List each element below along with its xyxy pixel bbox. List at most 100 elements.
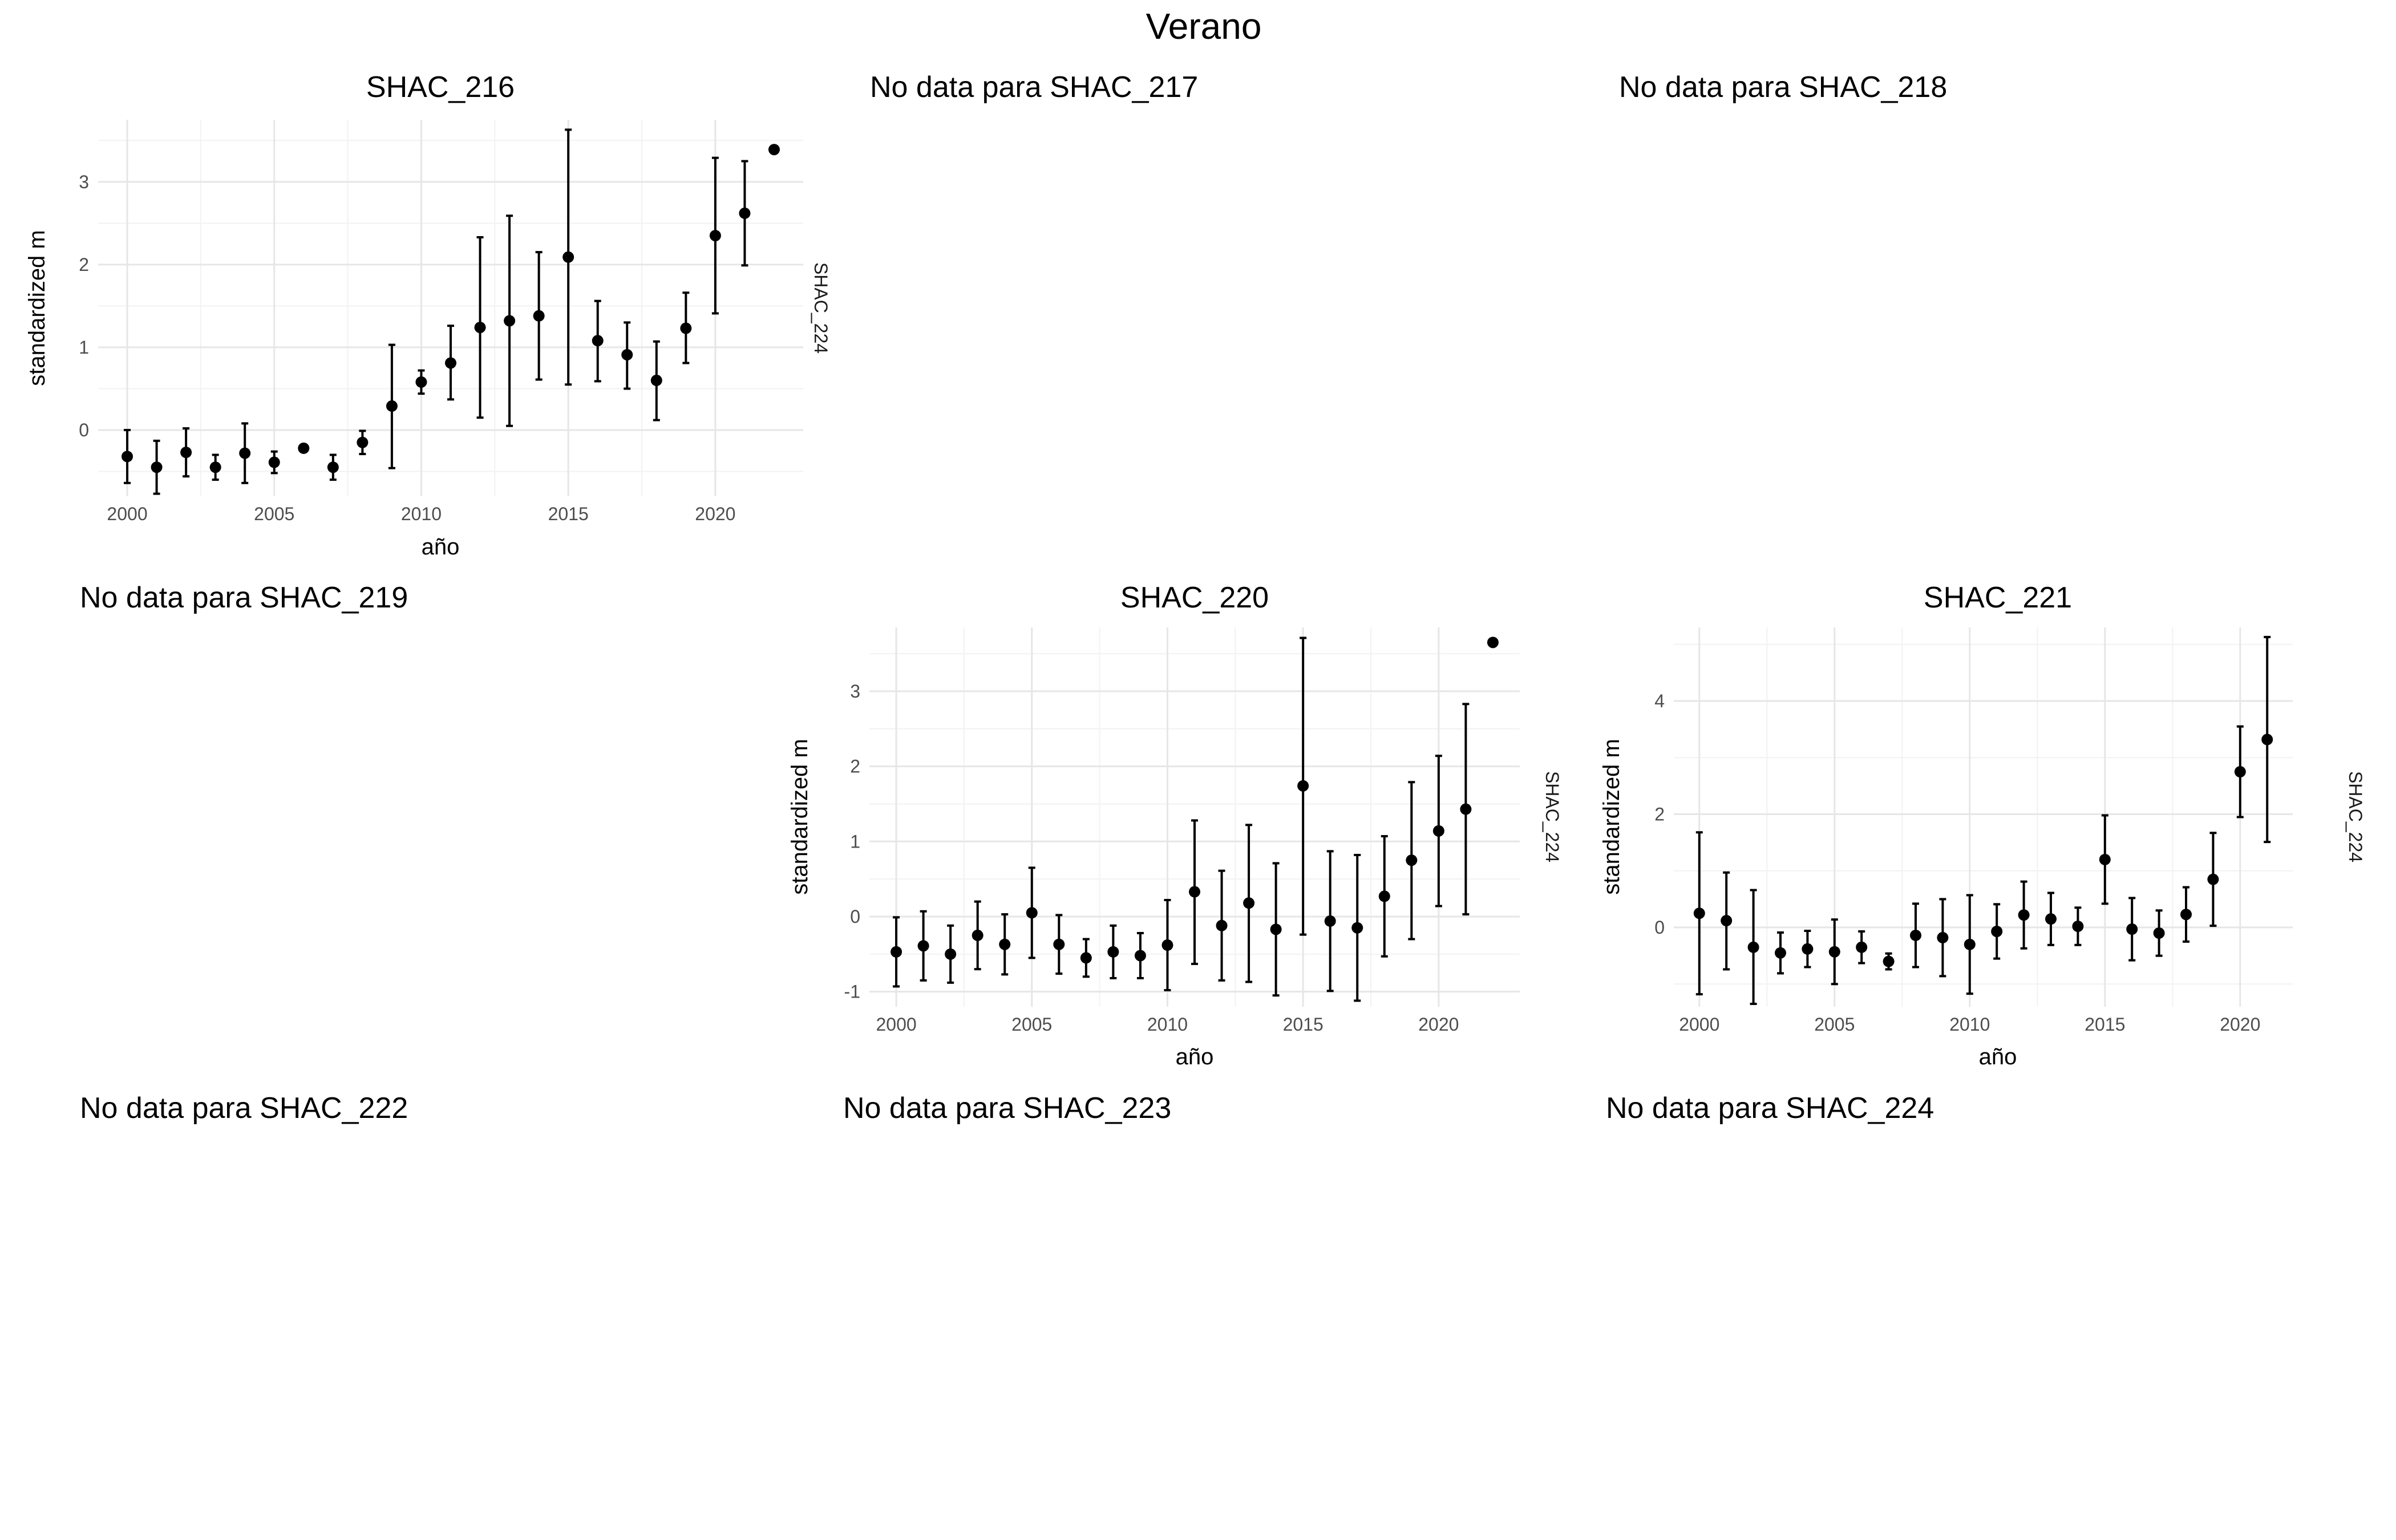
data-point bbox=[972, 929, 984, 941]
data-point bbox=[1053, 938, 1065, 950]
empty-panel-shac-224: No data para SHAC_224 bbox=[1606, 1092, 1934, 1125]
data-point bbox=[327, 461, 339, 473]
empty-panel-shac-222: No data para SHAC_222 bbox=[80, 1092, 408, 1125]
data-point bbox=[2234, 766, 2246, 778]
y-tick-label: 0 bbox=[1654, 917, 1665, 938]
y-tick-label: 2 bbox=[850, 756, 860, 777]
data-point bbox=[445, 357, 456, 369]
y-tick-label: 1 bbox=[79, 337, 89, 358]
data-point bbox=[917, 940, 929, 952]
x-axis-label: año bbox=[1176, 1044, 1214, 1069]
data-point bbox=[1134, 950, 1146, 962]
x-tick-label: 2020 bbox=[695, 504, 735, 524]
plot-area: 2000 2005 2010 2015 2020 -1 0 1 2 3 bbox=[844, 627, 1520, 1035]
x-tick-label: 2005 bbox=[1011, 1014, 1052, 1035]
plot-area: 2000 2005 2010 2015 2020 0 1 2 3 bbox=[79, 120, 803, 524]
data-point bbox=[621, 348, 633, 360]
data-point bbox=[1189, 886, 1200, 898]
data-point bbox=[533, 310, 545, 322]
x-tick-label: 2005 bbox=[254, 504, 294, 524]
data-point bbox=[1351, 922, 1363, 934]
data-point bbox=[386, 400, 398, 412]
data-point bbox=[2045, 913, 2057, 925]
data-point bbox=[1693, 907, 1705, 919]
data-point bbox=[1161, 939, 1173, 951]
data-point bbox=[2126, 923, 2138, 935]
x-tick-label: 2010 bbox=[1147, 1014, 1188, 1035]
data-point bbox=[2261, 733, 2273, 745]
data-point bbox=[151, 461, 163, 473]
data-point bbox=[1721, 915, 1733, 927]
y-tick-label: 0 bbox=[79, 420, 89, 440]
x-tick-label: 2020 bbox=[2220, 1014, 2260, 1035]
x-tick-label: 2015 bbox=[548, 504, 589, 524]
facet-strip-label: SHAC_224 bbox=[811, 262, 831, 354]
data-point bbox=[2153, 927, 2165, 939]
y-tick-label: 3 bbox=[850, 681, 860, 702]
data-point bbox=[209, 461, 221, 473]
data-point bbox=[1406, 854, 1418, 866]
data-point bbox=[1883, 955, 1895, 967]
y-axis-label: standardized m bbox=[25, 230, 50, 386]
y-tick-label: 1 bbox=[850, 831, 860, 852]
data-point bbox=[592, 335, 604, 347]
panel-title: SHAC_220 bbox=[1120, 581, 1269, 614]
data-point bbox=[298, 442, 310, 454]
data-point bbox=[650, 374, 662, 386]
data-point bbox=[1107, 946, 1119, 958]
figure-title: Verano bbox=[1146, 6, 1262, 47]
y-tick-label: 2 bbox=[79, 254, 89, 275]
x-tick-label: 2000 bbox=[107, 504, 147, 524]
data-point bbox=[415, 376, 427, 388]
plot-area: 2000 2005 2010 2015 2020 0 2 4 bbox=[1654, 627, 2293, 1035]
data-point bbox=[945, 948, 957, 960]
y-axis-label: standardized m bbox=[787, 739, 812, 894]
data-point bbox=[2180, 909, 2192, 921]
data-point bbox=[1909, 929, 1921, 941]
y-tick-label: 2 bbox=[1654, 804, 1665, 825]
data-point bbox=[562, 251, 574, 263]
y-tick-label: -1 bbox=[844, 982, 860, 1002]
data-point bbox=[1460, 803, 1472, 815]
data-point bbox=[474, 322, 486, 334]
y-tick-label: 4 bbox=[1654, 691, 1665, 711]
data-point bbox=[357, 436, 369, 448]
empty-panel-shac-218: No data para SHAC_218 bbox=[1619, 71, 1947, 104]
data-point bbox=[2072, 921, 2084, 933]
data-point bbox=[739, 207, 751, 219]
data-point bbox=[122, 451, 133, 463]
data-point bbox=[239, 447, 251, 459]
x-tick-label: 2020 bbox=[1418, 1014, 1459, 1035]
data-point bbox=[1432, 825, 1444, 837]
y-tick-label: 0 bbox=[850, 906, 860, 927]
data-point bbox=[1747, 941, 1759, 953]
y-axis-label: standardized m bbox=[1599, 739, 1624, 894]
x-tick-label: 2010 bbox=[401, 504, 442, 524]
data-point bbox=[268, 456, 280, 468]
data-point bbox=[1080, 952, 1092, 964]
data-point bbox=[1297, 780, 1309, 792]
data-point bbox=[2018, 909, 2030, 921]
facet-strip-label: SHAC_224 bbox=[1542, 771, 1563, 862]
data-point bbox=[1487, 637, 1499, 649]
data-point bbox=[1243, 897, 1255, 909]
data-point bbox=[180, 447, 192, 459]
x-tick-label: 2015 bbox=[1283, 1014, 1324, 1035]
data-point bbox=[2099, 853, 2111, 865]
data-point bbox=[999, 938, 1011, 950]
data-point bbox=[1856, 941, 1868, 953]
data-point bbox=[891, 946, 902, 958]
data-point bbox=[1774, 947, 1786, 959]
x-tick-label: 2005 bbox=[1814, 1014, 1855, 1035]
empty-panel-shac-223: No data para SHAC_223 bbox=[843, 1092, 1171, 1125]
data-point bbox=[1802, 943, 1814, 955]
data-point bbox=[1026, 907, 1038, 919]
data-point bbox=[1828, 946, 1840, 958]
facet-strip-label: SHAC_224 bbox=[2345, 771, 2366, 862]
x-tick-label: 2010 bbox=[1949, 1014, 1990, 1035]
data-point bbox=[2207, 873, 2219, 885]
empty-panel-shac-217: No data para SHAC_217 bbox=[870, 71, 1198, 104]
data-point bbox=[709, 230, 721, 242]
panel-title: SHAC_221 bbox=[1924, 581, 2072, 614]
data-point bbox=[680, 322, 692, 334]
